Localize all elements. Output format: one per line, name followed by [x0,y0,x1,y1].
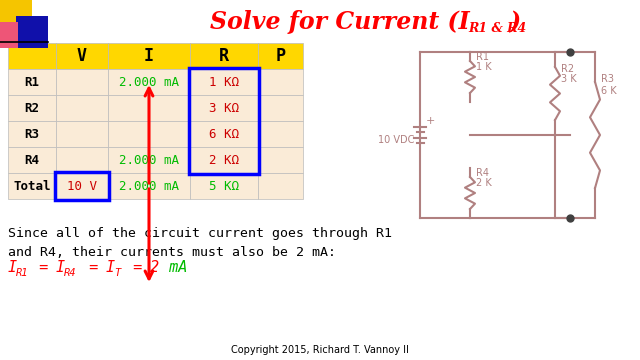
Text: R2: R2 [561,64,574,74]
Text: I: I [56,260,65,275]
Text: =: = [80,260,108,275]
Bar [258,173,303,199]
Bar [108,147,190,173]
Text: 6 KΩ: 6 KΩ [209,127,239,140]
Text: Copyright 2015, Richard T. Vannoy II: Copyright 2015, Richard T. Vannoy II [231,345,409,355]
Bar [8,69,56,95]
Text: R3: R3 [24,127,40,140]
Bar [8,147,56,173]
Text: R1: R1 [24,76,40,89]
Text: =: = [30,260,58,275]
Text: and R4, their currents must also be 2 mA:: and R4, their currents must also be 2 mA… [8,246,336,258]
Text: 6 K: 6 K [601,86,616,96]
Bar [190,121,258,147]
Bar [55,172,109,200]
Text: Since all of the circuit current goes through R1: Since all of the circuit current goes th… [8,226,392,239]
Text: 2.000 mA: 2.000 mA [119,76,179,89]
Bar [56,121,108,147]
Text: Total: Total [13,180,51,193]
Bar [56,173,108,199]
Bar [56,43,108,69]
Bar [56,95,108,121]
Text: +: + [426,116,435,126]
Text: ): ) [510,10,521,34]
Text: R2: R2 [24,102,40,114]
Bar [0,0,32,32]
Text: 3 KΩ: 3 KΩ [209,102,239,114]
Bar [258,43,303,69]
Text: I: I [106,260,115,275]
Bar [8,43,56,69]
Text: P: P [275,47,285,65]
Text: R: R [219,47,229,65]
Text: 10 VDC: 10 VDC [378,135,414,145]
Bar [56,147,108,173]
Text: 2 K: 2 K [476,178,492,188]
Bar [108,95,190,121]
Bar [190,147,258,173]
Bar [258,95,303,121]
Bar [190,43,258,69]
Text: 5 KΩ: 5 KΩ [209,180,239,193]
Text: mA: mA [160,260,188,275]
Text: 1 KΩ: 1 KΩ [209,76,239,89]
Text: T: T [114,268,120,278]
Bar [189,68,259,174]
Bar [190,69,258,95]
Bar [8,95,56,121]
Text: R4: R4 [476,168,489,178]
Bar [108,69,190,95]
Bar [8,173,56,199]
Text: R1 & R4: R1 & R4 [468,22,526,35]
Text: R4: R4 [24,153,40,166]
Bar [258,69,303,95]
Bar [16,16,48,48]
Text: 2.000 mA: 2.000 mA [119,180,179,193]
Text: 2 KΩ: 2 KΩ [209,153,239,166]
Text: I: I [8,260,17,275]
Bar [108,121,190,147]
Text: I: I [144,47,154,65]
Text: R3: R3 [601,74,614,84]
Bar [258,147,303,173]
Text: =: = [124,260,152,275]
Text: V: V [77,47,87,65]
Bar [190,95,258,121]
Text: 1 K: 1 K [476,62,492,72]
Bar [108,173,190,199]
Bar [56,69,108,95]
Text: 3 K: 3 K [561,74,577,84]
Text: 2: 2 [150,260,159,275]
Text: R4: R4 [64,268,77,278]
Bar [0,22,18,48]
Bar [258,121,303,147]
Text: R1: R1 [16,268,29,278]
Bar [190,173,258,199]
Text: R1: R1 [476,52,489,62]
Text: 2.000 mA: 2.000 mA [119,153,179,166]
Bar [108,43,190,69]
Bar [8,121,56,147]
Text: Solve for Current (I: Solve for Current (I [210,10,470,34]
Text: 10 V: 10 V [67,180,97,193]
